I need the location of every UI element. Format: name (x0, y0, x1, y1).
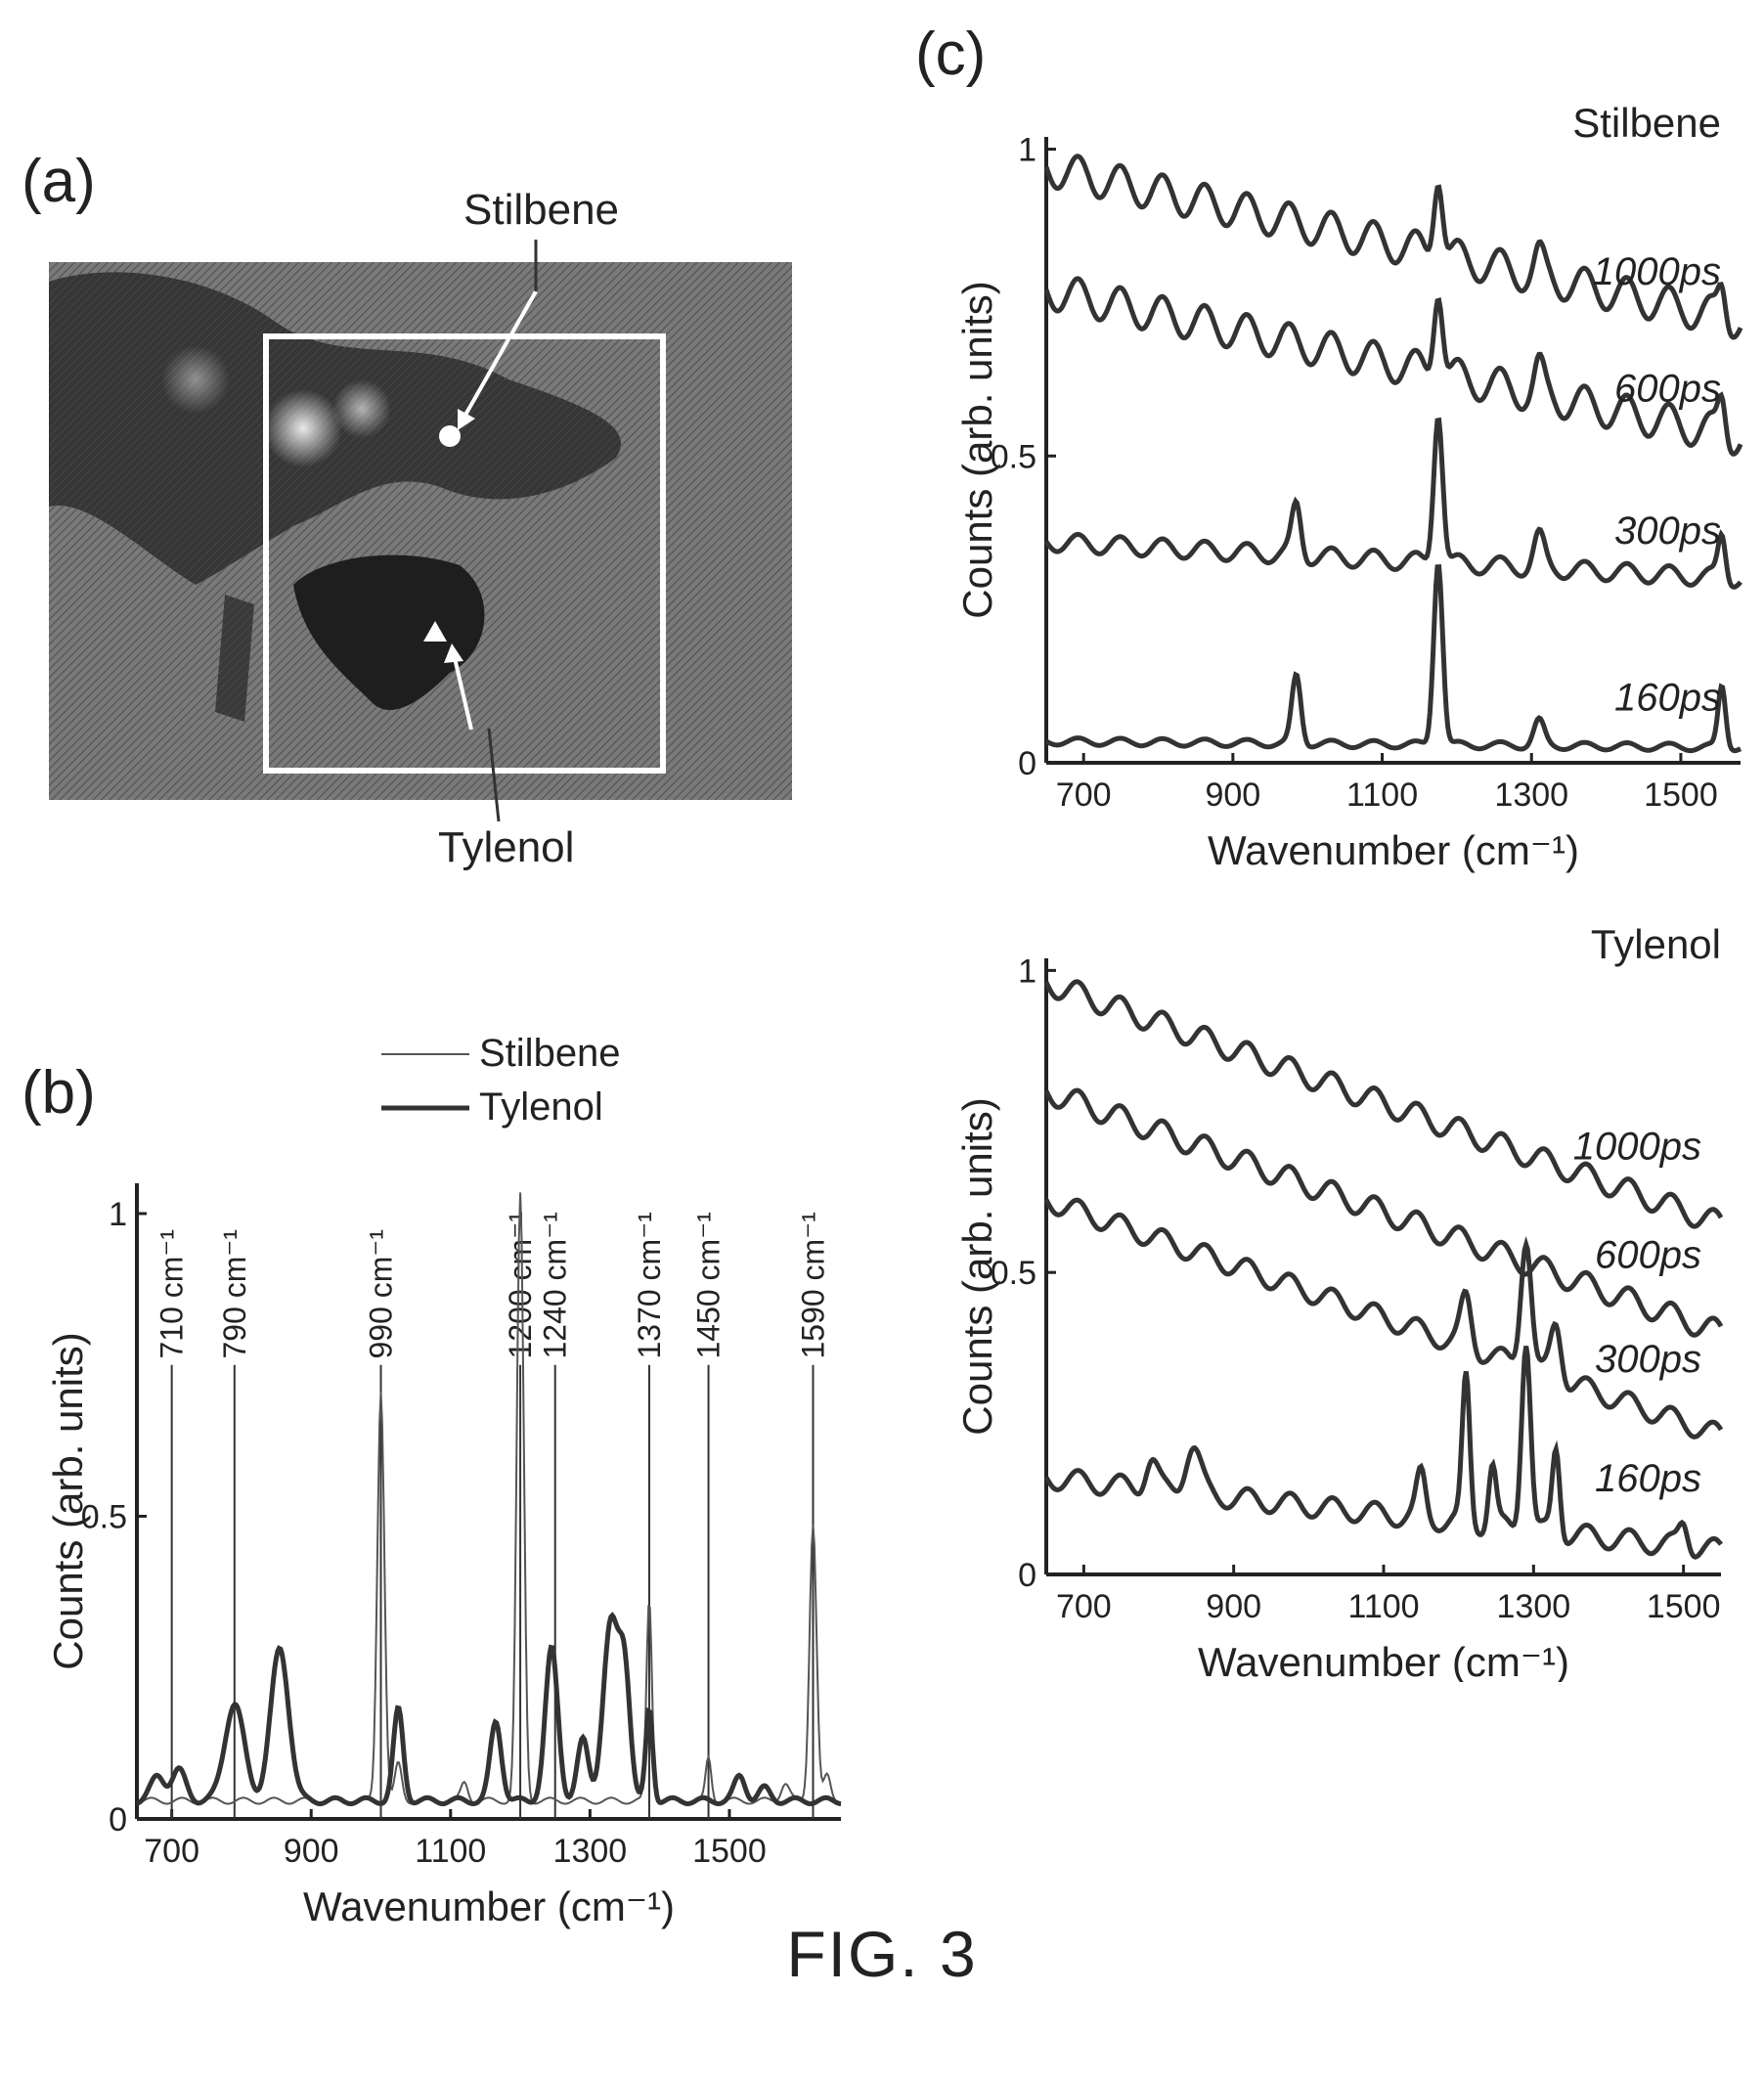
y-tick-label: 1 (109, 1196, 127, 1233)
series-label: 600ps (1614, 368, 1721, 411)
stilbene-label: Stilbene (463, 186, 620, 234)
stilbene-arrowhead (458, 409, 475, 430)
y-tick-label: 0 (1018, 1557, 1036, 1594)
x-axis-label: Wavenumber (cm⁻¹) (303, 1883, 675, 1929)
x-tick-label: 900 (1205, 776, 1260, 814)
series-label: 1000ps (1573, 1125, 1701, 1168)
peak-annotation: 1200 cm⁻¹ (503, 1212, 538, 1358)
series-300ps-line (1043, 1197, 1724, 1440)
x-tick-label: 900 (284, 1833, 339, 1870)
panel-label-b: (b) (22, 1059, 96, 1127)
tylenol-label: Tylenol (438, 823, 575, 871)
tylenol-crystal (293, 554, 485, 711)
x-tick-label: 1500 (1644, 776, 1718, 814)
x-tick-label: 1300 (1497, 1588, 1571, 1625)
series-300ps-line (1043, 417, 1742, 590)
y-tick-label: 0.5 (81, 1498, 127, 1535)
chart-panel-c-tylenol: 700 900 1100 1300 1500 0 0.5 1 Wavenumber (cm⁻¹)… (954, 921, 1724, 1682)
panel-label-a: (a) (22, 148, 96, 215)
tylenol-arrow (453, 657, 473, 731)
y-axis-label: Counts (arb. units) (954, 281, 1000, 618)
peak-annotation: 1240 cm⁻¹ (538, 1212, 573, 1358)
y-axis-label: Counts (arb. units) (954, 1097, 1000, 1435)
series-label: 600ps (1595, 1233, 1701, 1276)
panel-label-c: (c) (915, 21, 987, 88)
y-tick-label: 0 (109, 1801, 127, 1838)
series-1000ps-line (1043, 979, 1724, 1229)
peak-annotation: 1370 cm⁻¹ (632, 1212, 667, 1358)
y-tick-label: 0 (1018, 745, 1036, 782)
x-axis-label: Wavenumber (cm⁻¹) (1198, 1639, 1569, 1682)
x-tick-label: 1300 (1494, 776, 1568, 814)
bright-spot (332, 379, 391, 438)
x-axis-label: Wavenumber (cm⁻¹) (1208, 827, 1579, 873)
crystal-stalk (215, 595, 254, 722)
x-tick-label: 900 (1206, 1588, 1261, 1625)
x-tick-label: 1100 (415, 1833, 486, 1870)
chart-title: Stilbene (1572, 100, 1721, 146)
bright-spot (161, 345, 230, 414)
x-tick-label: 700 (144, 1833, 199, 1870)
figure-caption: FIG. 3 (786, 1918, 978, 1990)
region-of-interest-box (263, 333, 666, 774)
tylenol-arrowhead (444, 643, 463, 663)
x-tick-label: 1100 (1346, 776, 1418, 814)
series-label: 160ps (1595, 1457, 1701, 1500)
peak-annotation: 1450 cm⁻¹ (691, 1212, 727, 1358)
y-tick-label: 1 (1018, 132, 1036, 169)
x-tick-label: 1500 (692, 1833, 767, 1870)
x-tick-label: 1300 (553, 1833, 628, 1870)
peak-annotation: 1590 cm⁻¹ (795, 1212, 830, 1358)
series-label: 300ps (1614, 509, 1721, 553)
x-tick-label: 1100 (1347, 1588, 1419, 1625)
peak-annotation: 710 cm⁻¹ (154, 1229, 190, 1358)
series-1000ps-line (1043, 154, 1743, 340)
series-tylenol-line (136, 1612, 842, 1807)
peak-annotation: 790 cm⁻¹ (217, 1229, 252, 1358)
x-tick-label: 700 (1056, 1588, 1112, 1625)
y-tick-label: 0.5 (991, 1255, 1036, 1292)
bright-spot (264, 389, 342, 467)
x-tick-label: 700 (1056, 776, 1112, 814)
y-tick-label: 1 (1018, 952, 1036, 990)
series-label: 300ps (1595, 1338, 1701, 1381)
x-tick-label: 1500 (1647, 1588, 1721, 1625)
chart-panel-c-stilbene: 700 900 1100 1300 1500 0 0.5 1 Wavenumber (cm⁻¹)… (954, 100, 1743, 873)
peak-annotation: 990 cm⁻¹ (364, 1229, 399, 1358)
stilbene-arrow (463, 290, 538, 418)
y-axis-label: Counts (arb. units) (45, 1332, 91, 1669)
chart-title: Tylenol (1591, 921, 1721, 967)
micrograph (49, 262, 792, 800)
series-600ps-line (1043, 1087, 1724, 1338)
series-160ps-line (1044, 563, 1742, 754)
series-label: 1000ps (1593, 250, 1721, 293)
series-600ps-line (1043, 276, 1743, 457)
series-160ps-line (1043, 1346, 1723, 1560)
chart-panel-b: 700 900 1100 1300 1500 0 0.5 1 Wavenumber (cm⁻¹)… (45, 1032, 842, 1929)
stilbene-marker (439, 425, 461, 447)
legend-label: Stilbene (479, 1032, 621, 1075)
legend-label: Tylenol (479, 1085, 603, 1129)
tylenol-marker (423, 621, 447, 642)
series-label: 160ps (1614, 676, 1721, 719)
y-tick-label: 0.5 (991, 438, 1036, 475)
